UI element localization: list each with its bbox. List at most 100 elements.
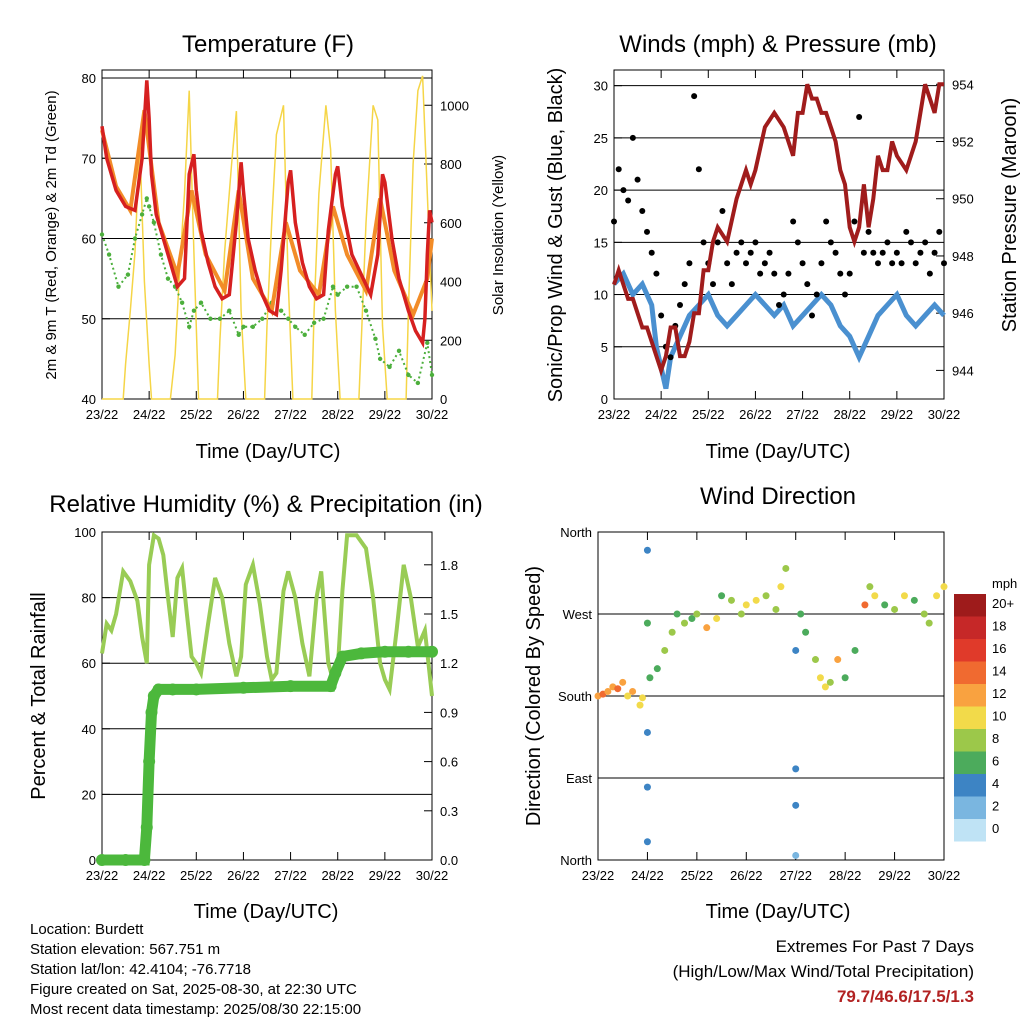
legend-label: 10 bbox=[992, 709, 1006, 724]
y2-tick-label: 950 bbox=[952, 192, 974, 207]
direction-point bbox=[742, 601, 750, 609]
y-tick-label: 10 bbox=[594, 288, 608, 303]
figure-created: Figure created on Sat, 2025-08-30, at 22… bbox=[30, 981, 357, 998]
y-tick-label: 100 bbox=[74, 525, 96, 540]
pressure-ylabel: Station Pressure (Maroon) bbox=[999, 98, 1021, 333]
gust-point bbox=[615, 166, 622, 173]
gust-point bbox=[733, 249, 740, 256]
legend-swatch bbox=[954, 684, 986, 707]
legend-swatch bbox=[954, 751, 986, 774]
extremes-subtitle: (High/Low/Max Wind/Total Precipitation) bbox=[672, 962, 974, 981]
direction-point bbox=[933, 592, 941, 600]
gust-point bbox=[747, 249, 754, 256]
direction-point bbox=[619, 678, 627, 686]
gust-point bbox=[700, 239, 707, 246]
y2-tick-label: 946 bbox=[952, 306, 974, 321]
direction-point bbox=[643, 783, 651, 791]
gust-point bbox=[794, 239, 801, 246]
y2-tick-label: 948 bbox=[952, 249, 974, 264]
humidity-ylabel: Percent & Total Rainfall bbox=[28, 592, 50, 800]
gust-point bbox=[776, 302, 782, 308]
direction-point bbox=[643, 838, 651, 846]
gust-point bbox=[870, 249, 877, 256]
x-tick-label: 25/22 bbox=[180, 407, 213, 422]
y-tick-label: 20 bbox=[82, 787, 96, 802]
gust-point bbox=[771, 270, 778, 277]
direction-point bbox=[811, 656, 819, 664]
direction-point bbox=[673, 610, 681, 618]
y2-tick-label: 400 bbox=[440, 275, 462, 290]
gust-point bbox=[893, 249, 900, 256]
direction-point bbox=[762, 592, 770, 600]
y-tick-label: 5 bbox=[601, 340, 608, 355]
temperature-ylabel: 2m & 9m T (Red, Orange) & 2m Td (Green) bbox=[43, 90, 60, 379]
x-tick-label: 23/22 bbox=[86, 868, 119, 883]
direction-point bbox=[703, 624, 711, 632]
gust-point bbox=[658, 312, 665, 319]
y2-tick-label: 800 bbox=[440, 157, 462, 172]
direction-point bbox=[693, 610, 701, 618]
x-tick-label: 25/22 bbox=[681, 868, 714, 883]
y-tick-label: 25 bbox=[594, 131, 608, 146]
y-tick-label: 80 bbox=[82, 71, 96, 86]
gust-point bbox=[695, 166, 702, 173]
gust-point bbox=[912, 260, 919, 267]
direction-point bbox=[713, 615, 721, 623]
direction-point bbox=[881, 601, 889, 609]
y2-tick-label: 0.9 bbox=[440, 705, 458, 720]
legend-swatch bbox=[954, 616, 986, 639]
solar-ylabel: Solar Insolation (Yellow) bbox=[490, 155, 507, 315]
direction-point bbox=[925, 619, 933, 627]
direction-point bbox=[861, 601, 869, 609]
dewpoint-line bbox=[101, 194, 433, 385]
x-tick-label: 26/22 bbox=[227, 868, 260, 883]
direction-point bbox=[900, 592, 908, 600]
direction-title: Wind Direction bbox=[700, 483, 856, 510]
x-tick-label: 24/22 bbox=[631, 868, 664, 883]
y2-tick-label: 1.8 bbox=[440, 558, 458, 573]
temperature-xlabel: Time (Day/UTC) bbox=[196, 441, 341, 463]
plot-frame bbox=[101, 69, 433, 400]
gust-point bbox=[851, 218, 858, 225]
gust-point bbox=[889, 260, 896, 267]
gust-point bbox=[780, 291, 787, 298]
direction-point bbox=[727, 596, 735, 604]
direction-point bbox=[688, 615, 696, 623]
legend-swatch bbox=[954, 774, 986, 797]
y2-tick-label: 952 bbox=[952, 135, 974, 150]
direction-point bbox=[614, 685, 622, 693]
x-tick-label: 29/22 bbox=[369, 868, 402, 883]
y2-tick-label: 944 bbox=[952, 363, 974, 378]
direction-point bbox=[841, 674, 849, 682]
dewpoint-point bbox=[250, 324, 256, 329]
y-tick-label: 30 bbox=[594, 79, 608, 94]
gust-point bbox=[743, 260, 749, 267]
gust-point bbox=[827, 239, 834, 246]
y-tick-label: 40 bbox=[82, 722, 96, 737]
x-tick-label: 24/22 bbox=[133, 407, 166, 422]
pressure-line bbox=[612, 82, 944, 377]
gust-point bbox=[691, 93, 698, 100]
legend-swatch bbox=[954, 594, 986, 617]
legend-label: 20+ bbox=[992, 596, 1014, 611]
dewpoint-point bbox=[429, 372, 435, 378]
direction-point bbox=[646, 674, 654, 682]
x-tick-label: 28/22 bbox=[833, 407, 866, 422]
gust-point bbox=[634, 176, 641, 183]
y2-tick-label: 1.5 bbox=[440, 607, 458, 622]
legend-label: 6 bbox=[992, 754, 999, 769]
direction-point bbox=[866, 583, 874, 591]
gust-point bbox=[837, 270, 844, 277]
humidity-title: Relative Humidity (%) & Precipitation (i… bbox=[49, 491, 482, 518]
gust-point bbox=[611, 218, 617, 225]
y-tick-label: 50 bbox=[82, 312, 96, 327]
humidity-xlabel: Time (Day/UTC) bbox=[194, 901, 339, 923]
y-tick-label: 70 bbox=[82, 151, 96, 166]
x-tick-label: 27/22 bbox=[786, 407, 819, 422]
sonic-wind-line bbox=[612, 269, 946, 390]
station-location: Location: Burdett bbox=[30, 921, 144, 938]
humidity-line bbox=[100, 531, 434, 697]
x-tick-label: 30/22 bbox=[416, 407, 449, 422]
y-tick-label: South bbox=[558, 689, 592, 704]
x-tick-label: 26/22 bbox=[739, 407, 772, 422]
